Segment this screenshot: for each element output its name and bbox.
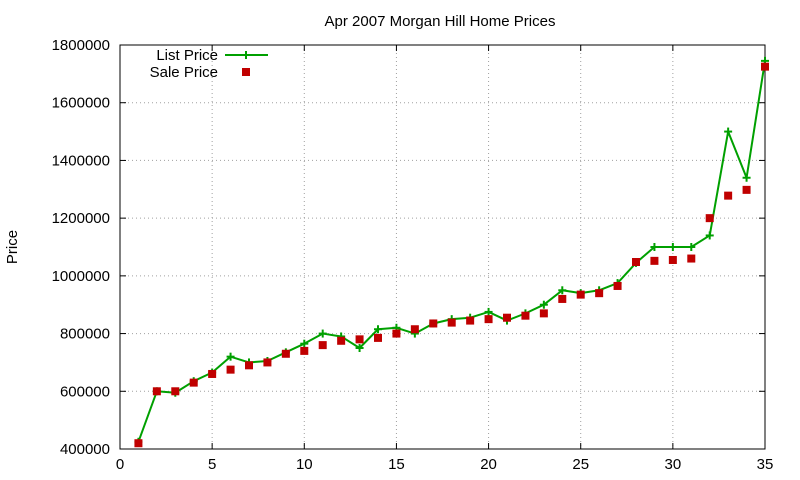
sale-price-point [724, 191, 733, 200]
sale-price-point [668, 255, 677, 264]
grid-lines [120, 45, 765, 449]
sale-price-point [650, 256, 659, 265]
sale-price-point [337, 336, 346, 345]
sale-price-point [226, 365, 235, 374]
legend-marker [242, 51, 250, 59]
sale-price-point [281, 349, 290, 358]
list-price-line [137, 60, 766, 443]
sale-price-point [152, 387, 161, 396]
list-price-point [355, 344, 364, 352]
y-tick-label: 1200000 [52, 210, 110, 227]
sale-price-point [705, 214, 714, 223]
sale-price-series [134, 62, 769, 448]
y-tick-label: 600000 [60, 383, 110, 400]
sale-price-point [742, 185, 751, 194]
list-price-point [484, 307, 493, 316]
series [134, 56, 769, 448]
sale-price-point [576, 290, 585, 299]
sale-price-point [503, 313, 511, 322]
y-tick-label: 400000 [60, 441, 110, 458]
y-tick-label: 1000000 [52, 268, 110, 285]
x-tick-label: 20 [480, 456, 497, 473]
list-price-point [668, 243, 677, 251]
list-price-point [226, 352, 235, 361]
x-tick-label: 30 [665, 456, 682, 473]
x-tick-label: 35 [757, 456, 774, 473]
sale-price-point [447, 318, 456, 327]
list-price-series [134, 56, 769, 446]
list-price-point [742, 173, 751, 182]
x-tick-label: 0 [116, 456, 124, 473]
list-price-point [300, 339, 309, 348]
sale-price-point [189, 378, 198, 387]
list-price-point [724, 127, 733, 136]
x-tick-label: 15 [388, 456, 405, 473]
y-tick-label: 1400000 [52, 152, 110, 169]
y-tick-label: 1800000 [52, 37, 110, 54]
list-price-point [318, 329, 327, 338]
sale-price-point [171, 387, 180, 396]
sale-price-point [300, 346, 309, 355]
sale-price-point [410, 325, 419, 334]
sale-price-point [392, 329, 401, 338]
sale-price-point [539, 309, 548, 318]
sale-price-point [263, 358, 272, 367]
sale-price-point [595, 289, 604, 298]
sale-price-point [521, 311, 530, 320]
sale-price-point [466, 316, 475, 325]
list-price-point [687, 243, 696, 251]
sale-price-point [484, 315, 493, 324]
y-axis-label: Price [4, 230, 21, 264]
list-price-point [374, 325, 382, 334]
legend-label: List Price [156, 47, 218, 64]
sale-price-point [355, 335, 364, 344]
sale-price-point [245, 361, 253, 370]
y-tick-label: 1600000 [52, 95, 110, 112]
legend-marker [242, 68, 250, 76]
sale-price-point [318, 341, 327, 350]
sale-price-point [374, 333, 382, 342]
sale-price-point [687, 254, 696, 263]
chart-title: Apr 2007 Morgan Hill Home Prices [325, 13, 556, 30]
list-price-point [539, 300, 548, 309]
x-tick-label: 10 [296, 456, 313, 473]
x-tick-label: 5 [208, 456, 216, 473]
sale-price-point [558, 294, 567, 303]
legend-label: Sale Price [150, 64, 218, 81]
sale-price-point [429, 319, 438, 328]
list-price-point [650, 243, 659, 251]
plot-frame [119, 44, 766, 450]
list-price-point [558, 286, 567, 295]
y-tick-label: 800000 [60, 326, 110, 343]
list-price-point [705, 231, 714, 240]
sale-price-point [632, 258, 640, 267]
sale-price-point [761, 62, 769, 71]
sale-price-point [613, 281, 622, 290]
axes: 0 5 10 15 20 25 30 35 400000 600000 800000 1000000 1… [52, 37, 774, 473]
sale-price-point [134, 439, 143, 448]
sale-price-point [208, 369, 217, 378]
x-tick-label: 25 [572, 456, 589, 473]
